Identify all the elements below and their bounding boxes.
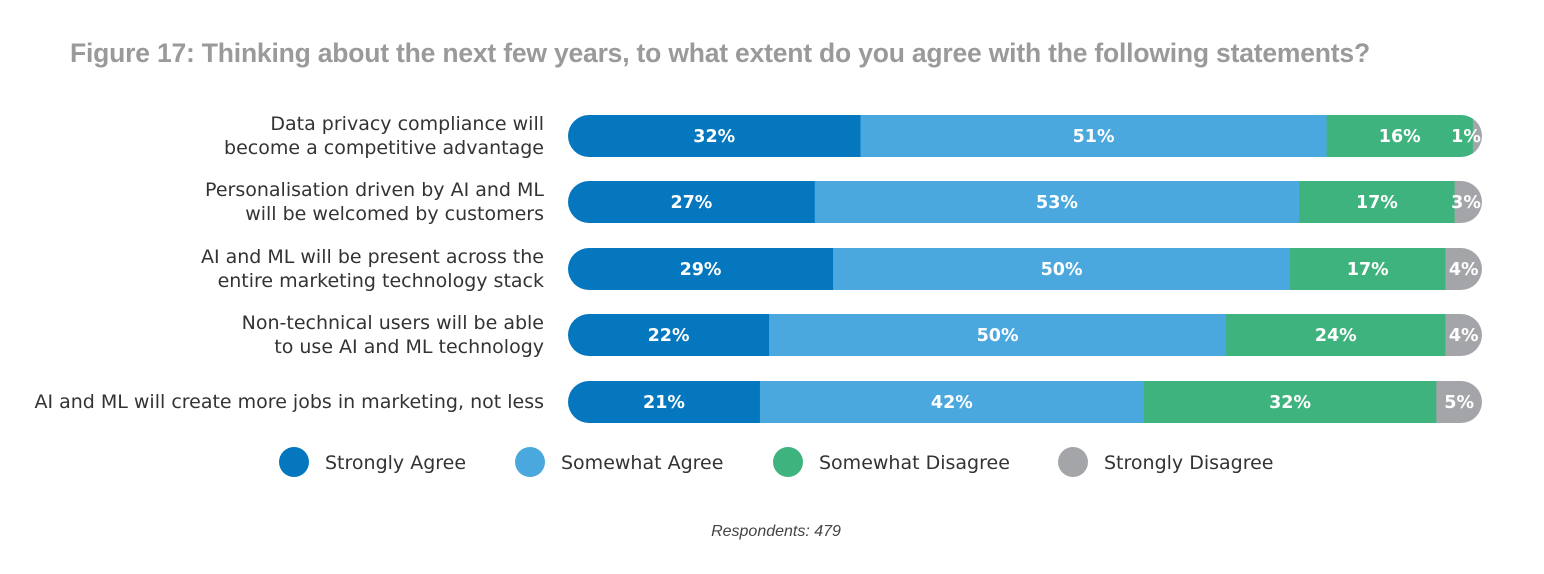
category-label: Data privacy compliance will xyxy=(270,113,544,135)
value-label: 17% xyxy=(1347,260,1389,280)
legend-swatch xyxy=(773,447,803,477)
category-label: AI and ML will create more jobs in marke… xyxy=(34,391,544,413)
bar-segment-strongly-disagree xyxy=(1445,314,1482,356)
bar-segment-strongly-disagree xyxy=(1436,381,1482,423)
bar-segment-strongly-agree xyxy=(568,181,816,223)
bars: 32% 51% 16% 1% 27% 53% 17% 3% 29% 50% 17% 4% 22% 50% 2… xyxy=(568,115,1482,423)
category-label: AI and ML will be present across the xyxy=(201,246,544,268)
legend-label: Strongly Disagree xyxy=(1104,452,1273,474)
chart-title: Figure 17: Thinking about the next few y… xyxy=(70,38,1370,68)
value-label: 29% xyxy=(680,260,722,280)
category-label: Personalisation driven by AI and ML xyxy=(205,179,544,201)
bar-segment-somewhat-disagree xyxy=(1226,314,1446,356)
legend-label: Somewhat Agree xyxy=(561,452,723,474)
value-label: 51% xyxy=(1073,127,1115,147)
category-label: become a competitive advantage xyxy=(224,137,544,159)
value-label: 16% xyxy=(1379,127,1421,147)
legend-label: Somewhat Disagree xyxy=(819,452,1010,474)
value-label: 32% xyxy=(1269,393,1311,413)
category-label: will be welcomed by customers xyxy=(245,203,544,225)
category-label: to use AI and ML technology xyxy=(274,336,544,358)
bar-row xyxy=(568,381,1482,423)
bar-segment-somewhat-agree xyxy=(833,248,1291,290)
value-label: 4% xyxy=(1449,326,1479,346)
bar-segment-somewhat-disagree xyxy=(1326,115,1474,157)
legend-swatch xyxy=(279,447,309,477)
category-label: Non-technical users will be able xyxy=(242,312,544,334)
bar-segment-strongly-disagree xyxy=(1445,248,1482,290)
legend-swatch xyxy=(1058,447,1088,477)
bar-row xyxy=(568,115,1482,157)
bar-row xyxy=(568,314,1482,356)
value-label: 3% xyxy=(1451,193,1481,213)
value-label: 5% xyxy=(1444,393,1474,413)
value-label: 27% xyxy=(670,193,712,213)
bar-row xyxy=(568,181,1482,223)
bar-segment-somewhat-agree xyxy=(769,314,1227,356)
legend-label: Strongly Agree xyxy=(325,452,466,474)
value-label: 50% xyxy=(977,326,1019,346)
value-label: 21% xyxy=(643,393,685,413)
bar-segment-somewhat-disagree xyxy=(1299,181,1456,223)
category-label: entire marketing technology stack xyxy=(218,270,544,292)
bar-segment-somewhat-disagree xyxy=(1290,248,1446,290)
value-label: 17% xyxy=(1356,193,1398,213)
value-label: 53% xyxy=(1036,193,1078,213)
value-label: 50% xyxy=(1041,260,1083,280)
bar-row xyxy=(568,248,1482,290)
value-label: 4% xyxy=(1449,260,1479,280)
value-label: 1% xyxy=(1451,127,1481,147)
bar-segment-strongly-agree xyxy=(568,248,834,290)
bar-segment-strongly-disagree xyxy=(1472,115,1482,157)
legend: Strongly Agree Somewhat Agree Somewhat Dis… xyxy=(279,447,1273,477)
bar-segment-somewhat-agree xyxy=(860,115,1328,157)
value-label: 42% xyxy=(931,393,973,413)
value-label: 22% xyxy=(648,326,690,346)
bar-segment-strongly-agree xyxy=(568,381,761,423)
legend-swatch xyxy=(515,447,545,477)
value-label: 32% xyxy=(693,127,735,147)
bar-segment-somewhat-disagree xyxy=(1143,381,1437,423)
respondents-note: Respondents: 479 xyxy=(711,523,841,540)
bar-segment-somewhat-agree xyxy=(759,381,1145,423)
bar-segment-somewhat-agree xyxy=(814,181,1300,223)
value-label: 24% xyxy=(1315,326,1357,346)
bar-segment-strongly-agree xyxy=(568,115,861,157)
bar-segment-strongly-agree xyxy=(568,314,770,356)
